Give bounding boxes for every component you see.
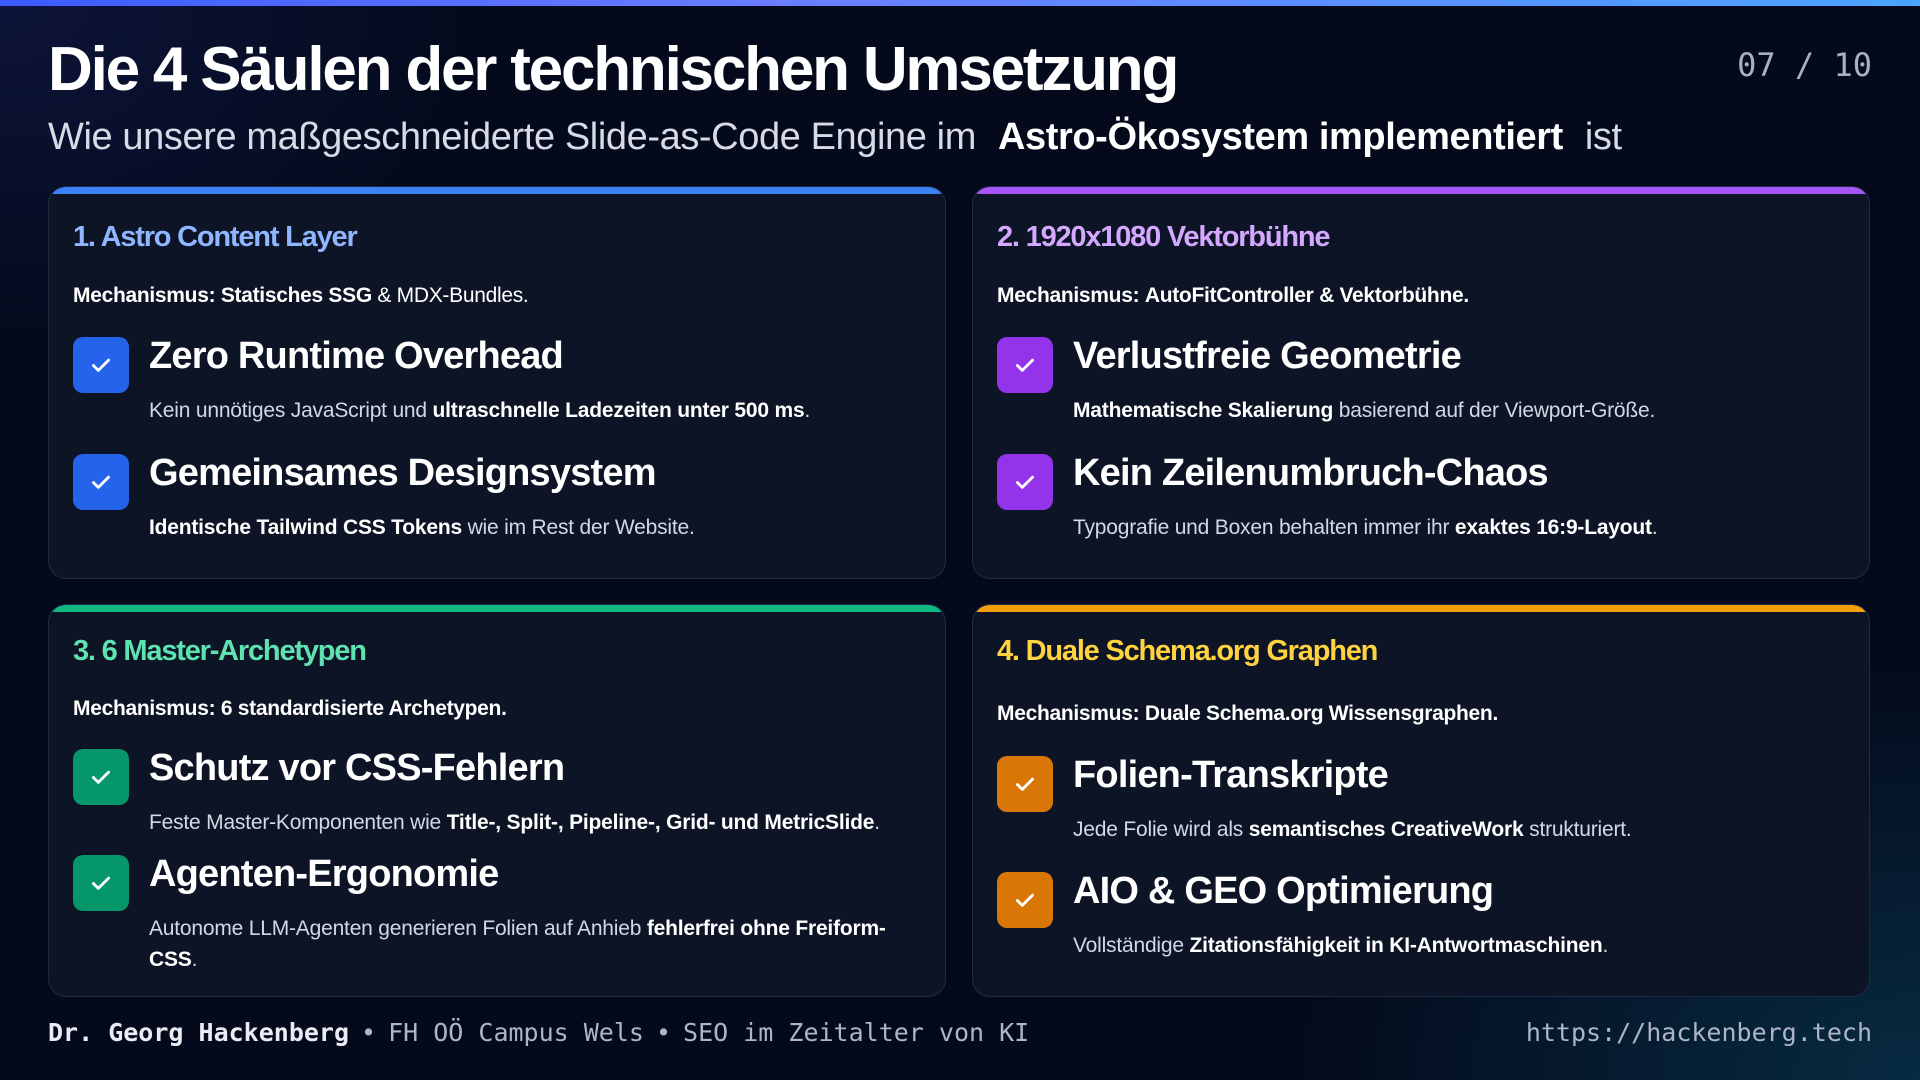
feature-description: Mathematische Skalierung basierend auf d… [1073,399,1656,422]
pillar-card-astro-content-layer: 1. Astro Content Layer Mechanismus: Stat… [48,186,946,579]
footer-institution: FH OÖ Campus Wels [388,1018,644,1047]
footer-course: SEO im Zeitalter von KI [683,1018,1030,1047]
page-title: Die 4 Säulen der technischen Umsetzung [48,35,1179,104]
pillar-card-master-archetypen: 3. 6 Master-Archetypen Mechanismus: 6 st… [48,604,946,997]
feature-title: Kein Zeilenumbruch-Chaos [1073,452,1549,494]
pillar-card-vektorbuehne: 2. 1920x1080 Vektorbühne Mechanismus: Au… [972,186,1870,579]
feature-title: Agenten-Ergonomie [149,853,499,895]
check-icon [997,337,1053,393]
page-number: 07 / 10 [1737,46,1872,84]
feature-title: Folien-Transkripte [1073,754,1389,796]
subtitle-highlight: Astro-Ökosystem implementiert [997,116,1563,158]
footer-separator: • [655,1018,672,1047]
card-title: 4. Duale Schema.org Graphen [997,635,1378,667]
footer-separator: • [361,1018,377,1047]
mechanism-text: Mechanismus: Statisches SSG & MDX-Bundle… [73,284,529,307]
footer-url-link[interactable]: https://hackenberg.tech [1525,1018,1872,1047]
card-accent-bar [973,605,1869,612]
feature-description: Jede Folie wird als semantisches Creativ… [1073,818,1632,841]
feature-title: AIO & GEO Optimierung [1073,870,1494,912]
check-icon [73,454,129,510]
check-icon [73,337,129,393]
feature-description: Typografie und Boxen behalten immer ihr … [1073,516,1658,539]
card-accent-bar [49,605,945,612]
mechanism-text: Mechanismus: 6 standardisierte Archetype… [73,697,507,720]
check-icon [997,454,1053,510]
card-title: 1. Astro Content Layer [73,221,358,253]
feature-title: Zero Runtime Overhead [149,335,564,377]
footer-author: Dr. Georg Hackenberg [48,1018,350,1047]
check-icon [73,855,129,911]
card-title: 2. 1920x1080 Vektorbühne [997,221,1331,253]
subtitle-suffix: ist [1584,116,1622,158]
mechanism-text: Mechanismus: Duale Schema.org Wissensgra… [997,702,1498,725]
pillar-card-schema-org: 4. Duale Schema.org Graphen Mechanismus:… [972,604,1870,997]
feature-description: Autonome LLM-Agenten generieren Folien a… [149,917,886,971]
feature-title: Verlustfreie Geometrie [1073,335,1462,377]
feature-description: Feste Master-Komponenten wie Title-, Spl… [149,811,880,834]
top-accent-bar [0,0,1920,6]
feature-description: Vollständige Zitationsfähigkeit in KI-An… [1073,934,1609,957]
card-accent-bar [973,187,1869,194]
check-icon [73,749,129,805]
card-accent-bar [49,187,945,194]
card-title: 3. 6 Master-Archetypen [73,635,367,667]
check-icon [997,872,1053,928]
footer-credits: Dr. Georg Hackenberg • FH OÖ Campus Wels • S… [48,1018,1029,1047]
feature-description: Kein unnötiges JavaScript und ultraschne… [149,399,811,422]
feature-title: Schutz vor CSS-Fehlern [149,747,565,789]
subtitle: Wie unsere maßgeschneiderte Slide-as-Cod… [48,116,1622,159]
feature-title: Gemeinsames Designsystem [149,452,657,494]
subtitle-text: Wie unsere maßgeschneiderte Slide-as-Cod… [48,116,976,158]
check-icon [997,756,1053,812]
mechanism-text: Mechanismus: AutoFitController & Vektorb… [997,284,1469,307]
feature-description: Identische Tailwind CSS Tokens wie im Re… [149,516,695,539]
